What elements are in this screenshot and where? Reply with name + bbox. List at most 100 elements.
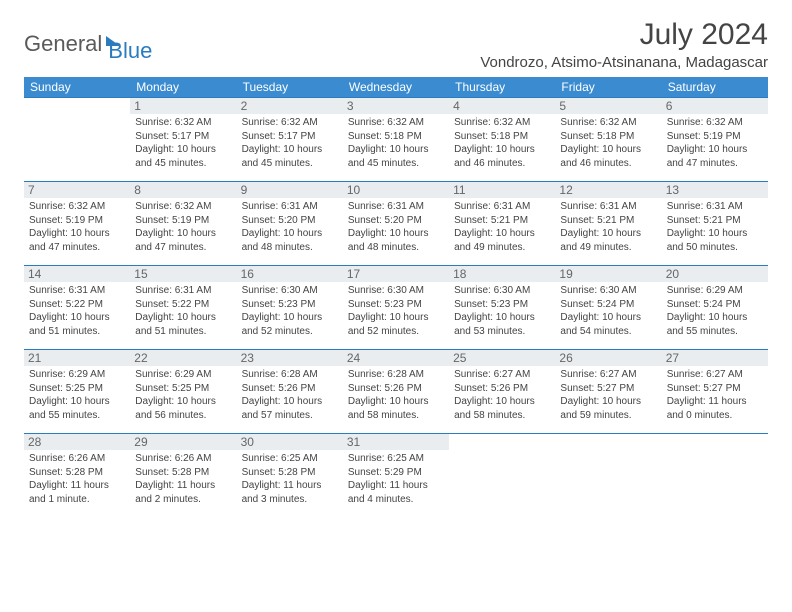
day-cell: 20 Sunrise: 6:29 AMSunset: 5:24 PMDayligh… (662, 266, 768, 350)
day-details: Sunrise: 6:27 AMSunset: 5:27 PMDaylight:… (560, 368, 656, 422)
day-details: Sunrise: 6:31 AMSunset: 5:20 PMDaylight:… (348, 200, 444, 254)
day-cell: 25Sunrise: 6:27 AMSunset: 5:26 PMDayligh… (449, 350, 555, 434)
col-thursday: Thursday (449, 77, 555, 98)
day-number: 2 (237, 98, 343, 114)
day-details: Sunrise: 6:31 AMSunset: 5:21 PMDaylight:… (667, 200, 763, 254)
logo: General Blue (24, 18, 152, 64)
day-number: 16 (237, 266, 343, 282)
day-details: Sunrise: 6:25 AMSunset: 5:28 PMDaylight:… (242, 452, 338, 506)
week-row: 7 Sunrise: 6:32 AMSunset: 5:19 PMDaylight… (24, 182, 768, 266)
day-details: Sunrise: 6:32 AMSunset: 5:18 PMDaylight:… (560, 116, 656, 170)
day-details: Sunrise: 6:26 AMSunset: 5:28 PMDaylight:… (29, 452, 125, 506)
week-row: 14 Sunrise: 6:31 AMSunset: 5:22 PMDayligh… (24, 266, 768, 350)
day-cell (449, 434, 555, 518)
day-details: Sunrise: 6:31 AMSunset: 5:21 PMDaylight:… (454, 200, 550, 254)
day-number: 26 (555, 350, 661, 366)
day-details: Sunrise: 6:32 AMSunset: 5:18 PMDaylight:… (348, 116, 444, 170)
day-details: Sunrise: 6:27 AMSunset: 5:26 PMDaylight:… (454, 368, 550, 422)
day-number: 8 (130, 182, 236, 198)
day-details: Sunrise: 6:31 AMSunset: 5:21 PMDaylight:… (560, 200, 656, 254)
week-row: 1 Sunrise: 6:32 AMSunset: 5:17 PMDaylight… (24, 98, 768, 182)
col-friday: Friday (555, 77, 661, 98)
day-number: 21 (24, 350, 130, 366)
week-row: 28 Sunrise: 6:26 AMSunset: 5:28 PMDayligh… (24, 434, 768, 518)
logo-text-blue: Blue (108, 24, 152, 64)
day-number: 3 (343, 98, 449, 114)
day-cell: 23 Sunrise: 6:28 AMSunset: 5:26 PMDayligh… (237, 350, 343, 434)
day-cell: 6 Sunrise: 6:32 AMSunset: 5:19 PMDaylight… (662, 98, 768, 182)
day-number: 14 (24, 266, 130, 282)
day-number: 23 (237, 350, 343, 366)
day-cell (662, 434, 768, 518)
col-sunday: Sunday (24, 77, 130, 98)
location: Vondrozo, Atsimo-Atsinanana, Madagascar (480, 54, 768, 71)
day-number: 9 (237, 182, 343, 198)
day-cell: 24Sunrise: 6:28 AMSunset: 5:26 PMDayligh… (343, 350, 449, 434)
day-number: 22 (130, 350, 236, 366)
day-details: Sunrise: 6:32 AMSunset: 5:19 PMDaylight:… (135, 200, 231, 254)
day-cell: 8 Sunrise: 6:32 AMSunset: 5:19 PMDaylight… (130, 182, 236, 266)
day-details: Sunrise: 6:26 AMSunset: 5:28 PMDaylight:… (135, 452, 231, 506)
day-number: 31 (343, 434, 449, 450)
day-number: 27 (662, 350, 768, 366)
week-row: 21 Sunrise: 6:29 AMSunset: 5:25 PMDayligh… (24, 350, 768, 434)
day-cell: 15 Sunrise: 6:31 AMSunset: 5:22 PMDayligh… (130, 266, 236, 350)
day-cell: 1 Sunrise: 6:32 AMSunset: 5:17 PMDaylight… (130, 98, 236, 182)
day-number: 30 (237, 434, 343, 450)
day-cell: 9Sunrise: 6:31 AMSunset: 5:20 PMDaylight… (237, 182, 343, 266)
day-details: Sunrise: 6:32 AMSunset: 5:17 PMDaylight:… (135, 116, 231, 170)
day-number: 13 (662, 182, 768, 198)
day-details: Sunrise: 6:30 AMSunset: 5:23 PMDaylight:… (454, 284, 550, 338)
day-number: 1 (130, 98, 236, 114)
day-cell: 17Sunrise: 6:30 AMSunset: 5:23 PMDayligh… (343, 266, 449, 350)
col-saturday: Saturday (662, 77, 768, 98)
day-details: Sunrise: 6:32 AMSunset: 5:18 PMDaylight:… (454, 116, 550, 170)
day-cell: 4 Sunrise: 6:32 AMSunset: 5:18 PMDaylight… (449, 98, 555, 182)
day-cell: 12Sunrise: 6:31 AMSunset: 5:21 PMDayligh… (555, 182, 661, 266)
day-number: 4 (449, 98, 555, 114)
day-cell: 7Sunrise: 6:32 AMSunset: 5:19 PMDaylight… (24, 182, 130, 266)
day-number: 19 (555, 266, 661, 282)
day-details: Sunrise: 6:30 AMSunset: 5:24 PMDaylight:… (560, 284, 656, 338)
day-number: 7 (24, 182, 130, 198)
day-details: Sunrise: 6:28 AMSunset: 5:26 PMDaylight:… (242, 368, 338, 422)
day-number: 28 (24, 434, 130, 450)
day-details: Sunrise: 6:31 AMSunset: 5:22 PMDaylight:… (29, 284, 125, 338)
day-cell: 19 Sunrise: 6:30 AMSunset: 5:24 PMDayligh… (555, 266, 661, 350)
col-wednesday: Wednesday (343, 77, 449, 98)
day-details: Sunrise: 6:32 AMSunset: 5:17 PMDaylight:… (242, 116, 338, 170)
day-cell: 29 Sunrise: 6:26 AMSunset: 5:28 PMDayligh… (130, 434, 236, 518)
title-block: July 2024 Vondrozo, Atsimo-Atsinanana, M… (480, 18, 768, 71)
day-details: Sunrise: 6:30 AMSunset: 5:23 PMDaylight:… (348, 284, 444, 338)
day-cell: 16 Sunrise: 6:30 AMSunset: 5:23 PMDayligh… (237, 266, 343, 350)
day-details: Sunrise: 6:32 AMSunset: 5:19 PMDaylight:… (667, 116, 763, 170)
day-cell: 18Sunrise: 6:30 AMSunset: 5:23 PMDayligh… (449, 266, 555, 350)
day-number: 15 (130, 266, 236, 282)
calendar-table: Sunday Monday Tuesday Wednesday Thursday… (24, 77, 768, 518)
day-details: Sunrise: 6:25 AMSunset: 5:29 PMDaylight:… (348, 452, 444, 506)
day-number: 11 (449, 182, 555, 198)
header-row: Sunday Monday Tuesday Wednesday Thursday… (24, 77, 768, 98)
day-number: 20 (662, 266, 768, 282)
day-details: Sunrise: 6:29 AMSunset: 5:25 PMDaylight:… (29, 368, 125, 422)
day-cell (555, 434, 661, 518)
day-details: Sunrise: 6:31 AMSunset: 5:22 PMDaylight:… (135, 284, 231, 338)
day-details: Sunrise: 6:30 AMSunset: 5:23 PMDaylight:… (242, 284, 338, 338)
day-cell (24, 98, 130, 182)
day-cell: 27 Sunrise: 6:27 AMSunset: 5:27 PMDayligh… (662, 350, 768, 434)
day-cell: 22Sunrise: 6:29 AMSunset: 5:25 PMDayligh… (130, 350, 236, 434)
day-cell: 10 Sunrise: 6:31 AMSunset: 5:20 PMDayligh… (343, 182, 449, 266)
day-number: 29 (130, 434, 236, 450)
day-cell: 31 Sunrise: 6:25 AMSunset: 5:29 PMDayligh… (343, 434, 449, 518)
col-monday: Monday (130, 77, 236, 98)
day-cell: 13 Sunrise: 6:31 AMSunset: 5:21 PMDayligh… (662, 182, 768, 266)
day-number: 24 (343, 350, 449, 366)
day-cell: 26 Sunrise: 6:27 AMSunset: 5:27 PMDayligh… (555, 350, 661, 434)
day-cell: 2 Sunrise: 6:32 AMSunset: 5:17 PMDaylight… (237, 98, 343, 182)
day-number: 6 (662, 98, 768, 114)
day-cell: 11 Sunrise: 6:31 AMSunset: 5:21 PMDayligh… (449, 182, 555, 266)
day-details: Sunrise: 6:27 AMSunset: 5:27 PMDaylight:… (667, 368, 763, 422)
day-number: 5 (555, 98, 661, 114)
day-details: Sunrise: 6:29 AMSunset: 5:24 PMDaylight:… (667, 284, 763, 338)
day-number: 10 (343, 182, 449, 198)
